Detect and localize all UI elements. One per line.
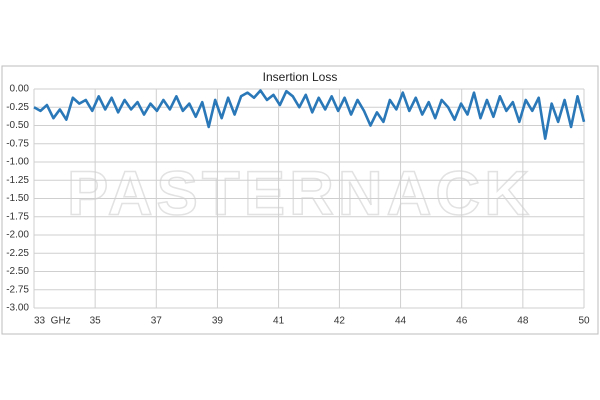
- y-tick-label: -1.25: [6, 175, 29, 186]
- watermark: PASTERNACK: [67, 159, 533, 228]
- y-tick-label: -0.75: [6, 138, 29, 149]
- y-tick-label: 0.00: [10, 84, 30, 95]
- x-tick-label: 37: [151, 316, 163, 327]
- data-line: [33, 89, 586, 140]
- x-tick-label: 42: [334, 316, 346, 327]
- y-tick-label: -2.00: [6, 230, 29, 241]
- y-tick-label: -2.75: [6, 284, 29, 295]
- y-tick-label: -3.00: [6, 303, 29, 314]
- x-tick-label: 48: [517, 316, 529, 327]
- x-tick-label: 33 GHz: [34, 316, 71, 327]
- y-tick-label: -0.50: [6, 120, 29, 131]
- x-tick-label: 35: [90, 316, 102, 327]
- y-tick-label: -1.50: [6, 193, 29, 204]
- chart-title: Insertion Loss: [263, 70, 338, 84]
- x-tick-label: 41: [273, 316, 285, 327]
- x-tick-label: 50: [578, 316, 590, 327]
- x-tick-label: 46: [456, 316, 468, 327]
- y-tick-label: -0.25: [6, 102, 29, 113]
- x-tick-label: 44: [395, 316, 407, 327]
- y-tick-label: -2.50: [6, 266, 29, 277]
- x-tick-label: 39: [212, 316, 224, 327]
- y-tick-label: -1.00: [6, 157, 29, 168]
- y-tick-label: -1.75: [6, 211, 29, 222]
- y-tick-label: -2.25: [6, 248, 29, 259]
